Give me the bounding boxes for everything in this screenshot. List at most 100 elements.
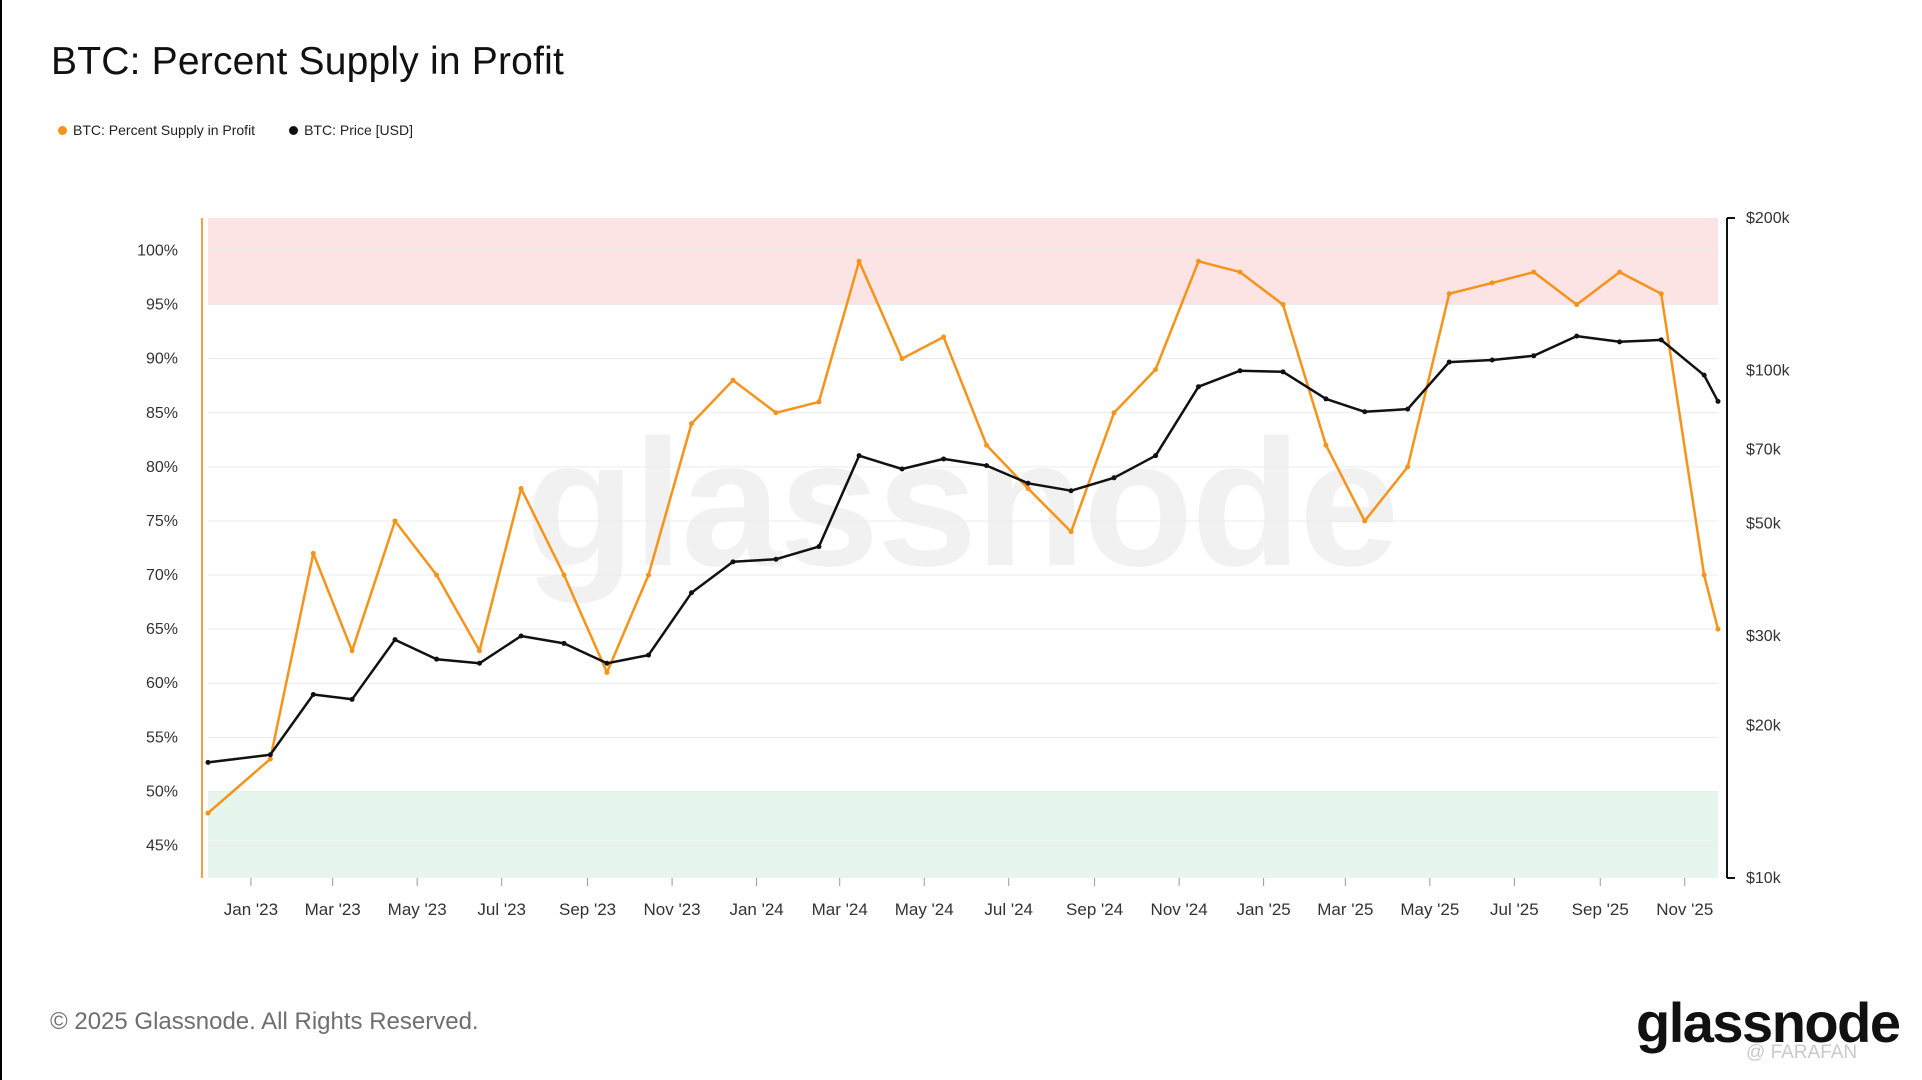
price-point (1153, 453, 1159, 459)
price-point (1362, 409, 1368, 415)
legend-label-supply: BTC: Percent Supply in Profit (73, 122, 256, 138)
price-point (1658, 337, 1664, 343)
price-point (688, 590, 694, 596)
left-tick-label: 55% (146, 729, 178, 746)
supply-point (941, 334, 947, 340)
supply-point (1574, 302, 1580, 308)
x-tick-label: Jan '25 (1236, 900, 1290, 919)
x-tick-label: Jul '25 (1490, 900, 1539, 919)
supply-point (984, 442, 990, 448)
price-point (816, 544, 822, 550)
price-point (477, 660, 483, 666)
supply-point (1237, 269, 1243, 275)
chart-labels: 100% 95% 90% 85% 80% 75% 70% 65% 60% 55% 50% 45% $20… (137, 210, 1791, 919)
left-tick-label: 80% (146, 459, 178, 476)
right-tick-label: $50k (1746, 515, 1782, 532)
supply-point (773, 410, 779, 416)
right-tick-label: $100k (1746, 363, 1791, 380)
x-tick-label: Nov '23 (644, 900, 701, 919)
price-point (1701, 372, 1707, 378)
supply-line (207, 260, 1720, 815)
x-tick-label: Jul '24 (984, 900, 1033, 919)
copyright-text: © 2025 Glassnode. All Rights Reserved. (50, 1008, 479, 1035)
x-tick-label: Mar '24 (812, 900, 868, 919)
supply-point (1280, 302, 1286, 308)
price-point (1531, 353, 1537, 359)
x-tick-label: Sep '23 (559, 900, 616, 919)
supply-point (477, 648, 483, 654)
supply-point (604, 669, 610, 675)
price-point (1280, 369, 1286, 375)
supply-point (1025, 485, 1031, 491)
price-point (1196, 384, 1202, 390)
supply-point (310, 550, 316, 556)
price-point (730, 559, 736, 565)
price-point (392, 637, 398, 643)
legend-item-price[interactable]: BTC: Price [USD] (289, 122, 413, 138)
left-tick-label: 45% (146, 838, 178, 855)
left-tick-label: 90% (146, 351, 178, 368)
glassnode-logo: glassnode (1636, 991, 1901, 1054)
price-point (941, 456, 947, 462)
left-tick-label: 85% (146, 405, 178, 422)
price-point (1574, 333, 1580, 339)
price-point (1237, 368, 1243, 374)
price-point (1323, 396, 1329, 402)
right-tick-label: $30k (1746, 628, 1782, 645)
supply-point (730, 377, 736, 383)
left-edge-rule (0, 0, 2, 1080)
price-point (1111, 475, 1117, 481)
supply-point (392, 518, 398, 524)
price-point (1068, 488, 1074, 494)
price-point (310, 691, 316, 697)
x-tick-label: Jan '24 (729, 900, 783, 919)
right-tick-label: $200k (1746, 210, 1791, 227)
left-tick-label: 95% (146, 297, 178, 314)
x-tick-label: Jan '23 (224, 900, 278, 919)
left-tick-label: 100% (137, 242, 178, 259)
x-tick-label: Mar '25 (1317, 900, 1373, 919)
legend-item-supply[interactable]: BTC: Percent Supply in Profit (58, 122, 255, 138)
supply-point (816, 399, 822, 405)
supply-point (434, 572, 440, 578)
supply-point (267, 756, 273, 762)
price-point (1446, 359, 1452, 365)
supply-point (518, 485, 524, 491)
x-tick-label: Nov '25 (1656, 900, 1713, 919)
price-point (1025, 480, 1031, 486)
price-point (1715, 398, 1721, 404)
price-point (856, 453, 862, 459)
x-tick-label: Nov '24 (1151, 900, 1208, 919)
price-point (518, 633, 524, 639)
price-point (1617, 339, 1623, 345)
price-point (984, 463, 990, 469)
left-tick-label: 65% (146, 621, 178, 638)
x-tick-label: May '24 (895, 900, 954, 919)
supply-series-group (205, 258, 1721, 816)
right-tick-label: $10k (1746, 870, 1782, 887)
legend-dot-supply (58, 125, 67, 135)
supply-point (205, 810, 211, 816)
supply-point (349, 648, 355, 654)
x-tick-label: May '25 (1400, 900, 1459, 919)
chart-title: BTC: Percent Supply in Profit (51, 40, 565, 83)
left-tick-label: 50% (146, 783, 178, 800)
price-point (646, 652, 652, 658)
left-tick-label: 60% (146, 675, 178, 692)
price-point (1405, 406, 1411, 412)
supply-point (1701, 572, 1707, 578)
chart-grid (208, 249, 1718, 847)
legend-label-price: BTC: Price [USD] (304, 122, 413, 138)
x-tick-label: Mar '23 (305, 900, 361, 919)
price-point (267, 752, 273, 758)
supply-point (1446, 291, 1452, 297)
supply-point (1111, 410, 1117, 416)
supply-point (561, 572, 567, 578)
price-point (205, 759, 211, 765)
price-point (604, 660, 610, 666)
price-point (561, 640, 567, 646)
x-tick-label: Jul '23 (477, 900, 526, 919)
supply-point (1068, 529, 1074, 535)
supply-point (1489, 280, 1495, 286)
